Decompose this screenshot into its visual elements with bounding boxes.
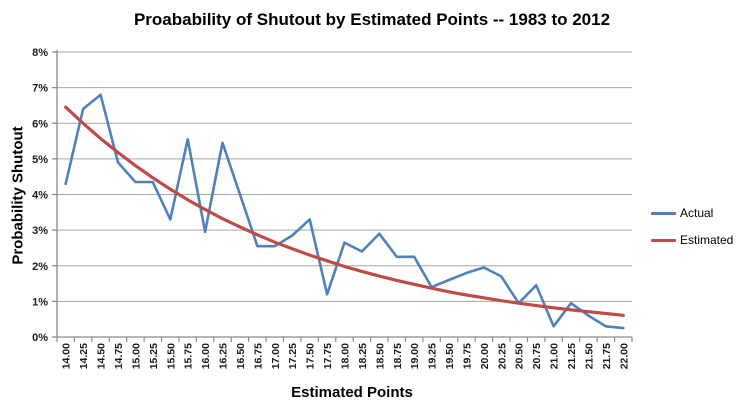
x-tick-label: 21.25 — [566, 343, 578, 369]
x-tick-label: 22.00 — [618, 343, 630, 369]
estimated-series-line — [64, 105, 625, 317]
x-tick-label: 19.00 — [409, 343, 421, 369]
y-tick-label: 2% — [32, 261, 48, 273]
x-tick-label: 15.50 — [165, 343, 177, 369]
x-tick-label: 15.75 — [183, 343, 195, 369]
actual-series-swatch — [651, 211, 676, 215]
x-tick-label: 15.25 — [148, 343, 160, 369]
legend-item-estimated: Estimated — [651, 233, 733, 247]
y-tick-label: 1% — [32, 296, 48, 308]
x-tick-label: 14.00 — [61, 343, 73, 369]
x-tick-label: 18.75 — [392, 343, 404, 369]
x-tick-label: 17.00 — [270, 343, 282, 369]
x-tick-label: 16.75 — [252, 343, 264, 369]
x-tick-label: 20.25 — [496, 343, 508, 369]
actual-series-line — [64, 93, 625, 330]
y-tick-label: 6% — [32, 118, 48, 130]
x-tick-label: 18.50 — [374, 343, 386, 369]
actual-series-label: Actual — [680, 206, 714, 220]
x-tick-label: 18.25 — [357, 343, 369, 369]
x-tick-label: 20.75 — [531, 343, 543, 369]
y-tick-label: 5% — [32, 154, 48, 166]
x-tick-label: 15.00 — [130, 343, 142, 369]
estimated-series-swatch — [651, 238, 676, 242]
x-tick-label: 20.50 — [514, 343, 526, 369]
x-tick-label: 20.00 — [479, 343, 491, 369]
x-tick-label: 21.50 — [583, 343, 595, 369]
x-tick-label: 14.75 — [113, 343, 125, 369]
x-tick-label: 19.25 — [427, 343, 439, 369]
x-tick-label: 21.75 — [601, 343, 613, 369]
x-tick-label: 16.50 — [235, 343, 247, 369]
x-tick-label: 17.25 — [287, 343, 299, 369]
x-axis-title: Estimated Points — [291, 384, 413, 401]
x-tick-label: 21.00 — [549, 343, 561, 369]
x-tick-label: 14.25 — [78, 343, 90, 369]
x-tick-label: 17.50 — [305, 343, 317, 369]
x-tick-label: 16.00 — [200, 343, 212, 369]
y-tick-label: 3% — [32, 225, 48, 237]
legend: Actual Estimated — [651, 206, 733, 247]
x-tick-label: 17.75 — [322, 343, 334, 369]
y-tick-label: 4% — [32, 190, 48, 202]
chart-title: Proabability of Shutout by Estimated Poi… — [133, 10, 611, 29]
x-tick-label: 19.50 — [444, 343, 456, 369]
estimated-series-label: Estimated — [680, 233, 734, 247]
x-tick-label: 19.75 — [461, 343, 473, 369]
x-tick-label: 16.25 — [218, 343, 230, 369]
x-tick-label: 18.00 — [340, 343, 352, 369]
y-tick-label: 0% — [32, 332, 48, 344]
x-tick-label: 14.50 — [96, 343, 108, 369]
y-tick-label: 8% — [32, 47, 48, 59]
legend-item-actual: Actual — [651, 206, 733, 220]
y-tick-label: 7% — [32, 83, 48, 95]
